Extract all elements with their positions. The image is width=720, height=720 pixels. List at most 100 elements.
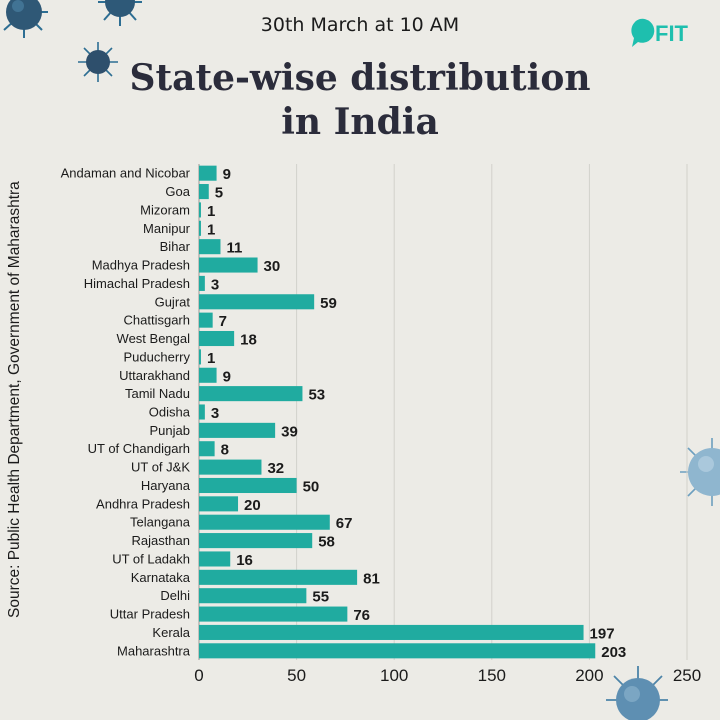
category-label: Andhra Pradesh bbox=[96, 496, 190, 511]
category-label: Andaman and Nicobar bbox=[61, 166, 191, 181]
category-label: Gujrat bbox=[155, 294, 191, 309]
data-label: 55 bbox=[312, 589, 329, 606]
virus-illustration-top bbox=[98, 0, 142, 26]
bar bbox=[199, 643, 596, 659]
bar bbox=[199, 496, 239, 512]
bar bbox=[199, 294, 315, 310]
data-label: 30 bbox=[264, 258, 281, 275]
category-label: Tamil Nadu bbox=[125, 386, 190, 401]
data-label: 3 bbox=[211, 405, 219, 422]
bar bbox=[199, 257, 258, 273]
bar bbox=[199, 349, 201, 365]
title-line-2: in India bbox=[281, 101, 439, 143]
data-label: 8 bbox=[221, 442, 229, 459]
x-tick-label: 200 bbox=[575, 666, 603, 685]
bar bbox=[199, 624, 584, 640]
category-label: Odisha bbox=[149, 405, 191, 420]
bar bbox=[199, 239, 221, 255]
bar bbox=[199, 533, 313, 549]
data-label: 7 bbox=[219, 313, 227, 330]
category-label: UT of Ladakh bbox=[112, 551, 190, 566]
category-label: Haryana bbox=[141, 478, 191, 493]
title-line-1: State-wise distribution bbox=[129, 57, 591, 99]
data-label: 1 bbox=[207, 203, 215, 220]
bar bbox=[199, 220, 201, 236]
category-label: Himachal Pradesh bbox=[84, 276, 190, 291]
bar bbox=[199, 386, 303, 402]
virus-illustration-small bbox=[78, 42, 118, 82]
bar bbox=[199, 404, 205, 420]
bar bbox=[199, 588, 307, 604]
data-label: 203 bbox=[601, 644, 626, 661]
category-label: Telangana bbox=[130, 515, 191, 530]
data-label: 1 bbox=[207, 350, 215, 367]
data-label: 16 bbox=[236, 552, 253, 569]
data-label: 58 bbox=[318, 534, 335, 551]
data-label: 50 bbox=[303, 478, 320, 495]
logo-text: FIT bbox=[655, 21, 689, 46]
bar bbox=[199, 312, 213, 328]
category-label: Punjab bbox=[150, 423, 190, 438]
bar bbox=[199, 202, 201, 218]
bar bbox=[199, 459, 262, 475]
virus-illustration-right bbox=[680, 438, 720, 506]
x-tick-label: 0 bbox=[194, 666, 203, 685]
x-tick-label: 150 bbox=[478, 666, 506, 685]
chart-subtitle: 30th March at 10 AM bbox=[260, 14, 460, 36]
data-label: 67 bbox=[336, 515, 353, 532]
source-note: Source: Public Health Department, Govern… bbox=[6, 181, 23, 618]
category-label: Mizoram bbox=[140, 202, 190, 217]
category-label: Goa bbox=[165, 184, 190, 199]
data-label: 18 bbox=[240, 332, 257, 349]
category-label: Karnataka bbox=[131, 570, 191, 585]
bar bbox=[199, 441, 215, 457]
category-label: Delhi bbox=[160, 588, 190, 603]
data-label: 11 bbox=[226, 240, 242, 257]
x-tick-label: 250 bbox=[673, 666, 701, 685]
data-label: 81 bbox=[363, 570, 380, 587]
data-label: 53 bbox=[308, 387, 325, 404]
category-label: Kerala bbox=[152, 625, 190, 640]
bar bbox=[199, 330, 235, 347]
fit-logo: FIT bbox=[631, 18, 689, 47]
category-label: Madhya Pradesh bbox=[92, 258, 190, 273]
label-layer: Andaman and Nicobar 9 Goa 5 Mizoram 1 Manipur 1… bbox=[61, 166, 627, 661]
data-label: 76 bbox=[353, 607, 370, 624]
data-label: 9 bbox=[223, 166, 231, 183]
category-label: West Bengal bbox=[117, 331, 191, 346]
x-tick-label: 100 bbox=[380, 666, 408, 685]
category-label: Chattisgarh bbox=[124, 313, 190, 328]
bar bbox=[199, 514, 330, 530]
bar bbox=[199, 184, 209, 200]
category-label: Puducherry bbox=[124, 349, 191, 364]
bar bbox=[199, 165, 217, 181]
bar bbox=[199, 275, 205, 291]
bar bbox=[199, 367, 217, 383]
data-label: 39 bbox=[281, 423, 298, 440]
category-label: Rajasthan bbox=[131, 533, 190, 548]
data-label: 32 bbox=[267, 460, 284, 477]
data-label: 1 bbox=[207, 221, 215, 238]
bar bbox=[199, 477, 297, 494]
bar bbox=[199, 569, 358, 585]
virus-illustration-bottom bbox=[606, 666, 668, 720]
category-label: Uttarakhand bbox=[119, 368, 190, 383]
data-label: 3 bbox=[211, 276, 219, 293]
data-label: 20 bbox=[244, 497, 261, 514]
category-label: Manipur bbox=[143, 221, 191, 236]
data-label: 9 bbox=[223, 368, 231, 385]
bar bbox=[199, 606, 348, 622]
x-tick-label: 50 bbox=[287, 666, 306, 685]
data-label: 197 bbox=[590, 625, 615, 642]
category-label: Maharashtra bbox=[117, 643, 191, 658]
data-label: 5 bbox=[215, 185, 223, 202]
tick-layer: 0 50 100 150 200 250 bbox=[194, 666, 701, 685]
grid-layer bbox=[198, 164, 688, 660]
virus-illustration-top-left bbox=[3, 0, 48, 38]
bar bbox=[199, 422, 276, 438]
bar bbox=[199, 551, 231, 567]
speech-bubble-icon bbox=[631, 18, 655, 47]
category-label: Uttar Pradesh bbox=[110, 607, 190, 622]
source-text: Source: Public Health Department, Govern… bbox=[6, 181, 23, 618]
